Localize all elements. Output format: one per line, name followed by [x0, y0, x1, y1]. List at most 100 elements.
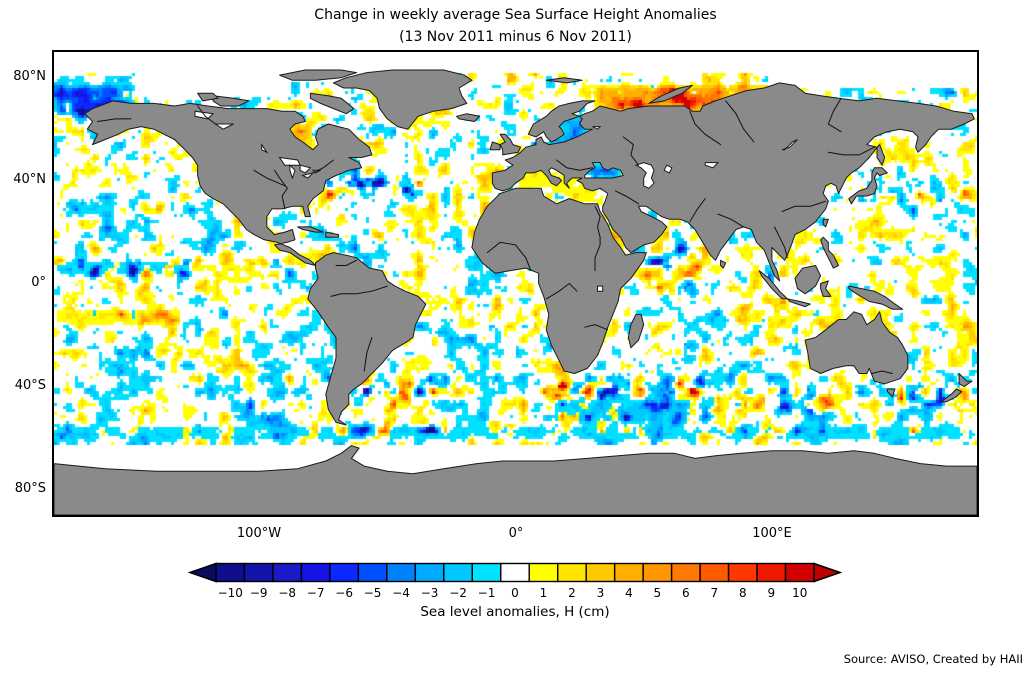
colorbar — [187, 561, 844, 585]
lake — [213, 123, 234, 130]
landmass — [720, 259, 727, 269]
lake — [634, 162, 655, 189]
colorbar-segment — [443, 562, 473, 583]
landmass — [648, 84, 693, 104]
chart-title-line2: (13 Nov 2011 minus 6 Nov 2011) — [399, 29, 632, 45]
landmass — [54, 445, 977, 515]
colorbar-tick-label: −5 — [363, 586, 382, 600]
landmass — [958, 373, 973, 387]
river — [725, 100, 755, 143]
river — [689, 198, 706, 223]
colorbar-segment — [557, 562, 587, 583]
colorbar-title: Sea level anomalies, H (cm) — [420, 604, 610, 620]
lake — [704, 162, 720, 169]
y-axis-label-0: 0° — [31, 275, 46, 290]
x-axis-label-0: 0° — [508, 526, 524, 541]
river — [717, 213, 745, 228]
landmass — [307, 252, 427, 426]
landmass — [940, 388, 963, 403]
colorbar-tick-label: 2 — [568, 586, 576, 600]
lake — [592, 126, 602, 130]
river — [689, 110, 722, 146]
x-axis-label-100e: 100°E — [752, 526, 792, 541]
colorbar-tick-label: −2 — [449, 586, 467, 600]
colorbar-tick-label: −4 — [392, 586, 410, 600]
lake — [299, 164, 312, 174]
river — [197, 105, 216, 125]
landmass — [197, 92, 219, 102]
landmass — [489, 141, 501, 151]
colorbar-tick-label: −9 — [249, 586, 268, 600]
colorbar-over-arrow — [813, 562, 843, 583]
river — [363, 337, 373, 372]
river — [97, 118, 132, 122]
river — [774, 226, 788, 259]
world-map — [54, 69, 977, 515]
colorbar-segment — [471, 562, 502, 583]
landmass — [822, 218, 829, 228]
colorbar-tick-label: −3 — [420, 586, 439, 600]
colorbar-tick-label: −10 — [217, 586, 243, 600]
landmass — [886, 388, 896, 398]
colorbar-segment — [756, 562, 787, 583]
colorbar-tick-label: −1 — [477, 586, 496, 600]
lake — [261, 142, 269, 154]
river — [335, 259, 357, 266]
landmass — [820, 280, 832, 297]
colorbar-segment — [585, 562, 616, 583]
lake — [781, 139, 798, 151]
colorbar-segment — [272, 562, 303, 583]
river — [594, 205, 601, 272]
river — [827, 146, 875, 156]
chart-title-line1: Change in weekly average Sea Surface Hei… — [314, 7, 717, 23]
colorbar-tick-label: 3 — [596, 586, 605, 600]
colorbar-tick-label: −8 — [278, 586, 297, 600]
landmass — [527, 100, 596, 143]
landmass — [545, 77, 583, 84]
y-axis-label-80s: 80°S — [14, 481, 46, 496]
colorbar-tick-label: 1 — [539, 586, 548, 600]
landmass — [786, 298, 811, 308]
river — [330, 285, 388, 297]
river — [781, 200, 827, 212]
lake — [289, 163, 296, 180]
colorbar-under-arrow — [187, 562, 217, 583]
landmass — [876, 144, 886, 166]
x-axis-label-100w: 100°W — [236, 526, 282, 541]
landmass — [820, 236, 839, 269]
landmass — [84, 100, 373, 266]
colorbar-segment — [386, 562, 417, 583]
landmass — [848, 167, 888, 205]
landmass — [627, 313, 645, 349]
colorbar-segment — [613, 562, 644, 583]
colorbar-tick-label: 10 — [792, 586, 808, 600]
colorbar-segment — [357, 562, 388, 583]
colorbar-tick-label: −6 — [335, 586, 353, 600]
river — [584, 324, 609, 331]
y-axis-label-40n: 40°N — [13, 172, 46, 187]
colorbar-segment — [414, 562, 445, 583]
colorbar-segment — [300, 562, 331, 583]
lake — [597, 285, 604, 292]
landmass — [325, 231, 340, 238]
colorbar-tick-label: 6 — [682, 586, 690, 600]
landmass — [491, 82, 975, 282]
landmass — [499, 133, 522, 156]
colorbar-tick-label: −7 — [306, 586, 325, 600]
colorbar-segment — [727, 562, 758, 583]
river — [622, 136, 640, 166]
colorbar-tick-label: 8 — [738, 586, 747, 600]
landmass — [794, 265, 822, 295]
river — [556, 159, 593, 171]
landmass — [758, 270, 788, 300]
map-frame — [52, 50, 979, 517]
colorbar-tick-label: 9 — [767, 586, 776, 600]
lake — [663, 164, 673, 174]
river — [486, 241, 532, 272]
river — [274, 169, 288, 210]
landmass — [279, 69, 357, 81]
colorbar-segment — [642, 562, 673, 583]
colorbar-svg — [187, 562, 843, 583]
lake — [301, 171, 315, 179]
colorbar-tick-label: 5 — [653, 586, 662, 600]
